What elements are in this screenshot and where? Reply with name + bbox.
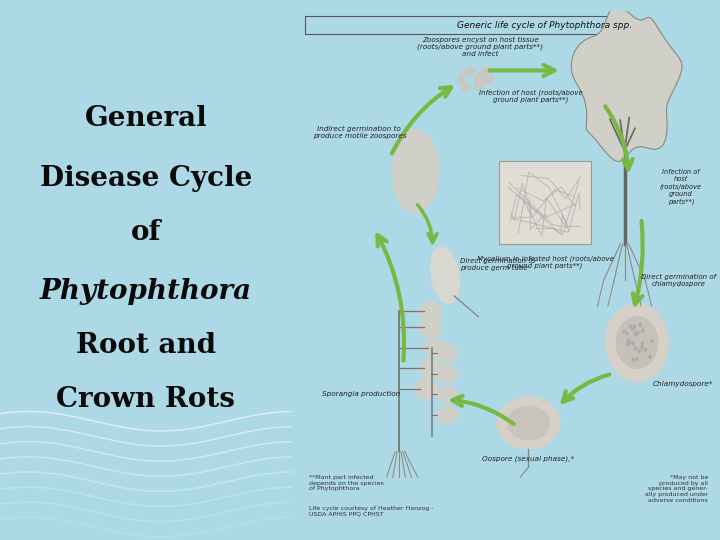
Ellipse shape bbox=[431, 247, 459, 303]
Text: Infection of
host
(roots/above
ground
parts**): Infection of host (roots/above ground pa… bbox=[660, 170, 702, 205]
Circle shape bbox=[641, 342, 644, 346]
Text: General: General bbox=[84, 105, 207, 132]
Circle shape bbox=[639, 323, 642, 327]
Polygon shape bbox=[571, 5, 682, 161]
Circle shape bbox=[636, 330, 639, 335]
Ellipse shape bbox=[508, 406, 549, 440]
Circle shape bbox=[634, 346, 637, 350]
Ellipse shape bbox=[419, 302, 442, 321]
Circle shape bbox=[616, 316, 658, 368]
Text: Mycelium in infested host (roots/above
ground plant parts**): Mycelium in infested host (roots/above g… bbox=[477, 255, 613, 269]
Circle shape bbox=[631, 327, 634, 332]
Circle shape bbox=[626, 342, 629, 347]
Circle shape bbox=[625, 331, 629, 335]
Text: Zoospores encyst on host tissue
(roots/above ground plant parts**)
and infect: Zoospores encyst on host tissue (roots/a… bbox=[418, 37, 544, 57]
Ellipse shape bbox=[436, 365, 457, 382]
Ellipse shape bbox=[481, 67, 490, 76]
Text: Disease Cycle: Disease Cycle bbox=[40, 165, 252, 192]
Ellipse shape bbox=[423, 338, 446, 357]
Text: Chlamydospore*: Chlamydospore* bbox=[653, 381, 714, 387]
Circle shape bbox=[606, 303, 668, 381]
Ellipse shape bbox=[419, 317, 442, 337]
Ellipse shape bbox=[466, 66, 474, 77]
Text: Phytophthora: Phytophthora bbox=[40, 278, 252, 305]
Text: Life cycle courtesy of Heather Hanzog -
USDA APHIS PPQ CPHST: Life cycle courtesy of Heather Hanzog - … bbox=[310, 506, 433, 517]
Circle shape bbox=[634, 332, 636, 336]
Circle shape bbox=[641, 328, 644, 333]
Circle shape bbox=[622, 329, 625, 334]
Ellipse shape bbox=[474, 73, 482, 83]
Text: Direct germination to
produce germ tube: Direct germination to produce germ tube bbox=[459, 258, 535, 272]
Ellipse shape bbox=[476, 81, 484, 91]
Ellipse shape bbox=[462, 83, 470, 91]
Circle shape bbox=[627, 339, 630, 343]
Ellipse shape bbox=[436, 386, 457, 403]
Text: Indirect germination to
produce motile zoospores: Indirect germination to produce motile z… bbox=[312, 126, 406, 139]
Text: of: of bbox=[130, 219, 161, 246]
Ellipse shape bbox=[457, 73, 466, 83]
Ellipse shape bbox=[436, 344, 457, 362]
Ellipse shape bbox=[419, 359, 442, 379]
Ellipse shape bbox=[485, 76, 493, 84]
Text: Crown Rots: Crown Rots bbox=[56, 386, 235, 413]
Text: Root and: Root and bbox=[76, 332, 216, 359]
Text: *May not be
produced by all
species and gener-
ally produced under
adverse condi: *May not be produced by all species and … bbox=[644, 475, 708, 503]
Ellipse shape bbox=[393, 130, 438, 213]
Ellipse shape bbox=[415, 380, 438, 399]
Text: Generic life cycle of Phytophthora spp.: Generic life cycle of Phytophthora spp. bbox=[457, 21, 633, 30]
Circle shape bbox=[644, 348, 647, 352]
Text: **Plant part infected
depends on the species
of Phytophthora: **Plant part infected depends on the spe… bbox=[310, 475, 384, 491]
Circle shape bbox=[629, 325, 632, 328]
Circle shape bbox=[628, 341, 631, 345]
Circle shape bbox=[640, 346, 644, 350]
Circle shape bbox=[636, 357, 639, 361]
Circle shape bbox=[638, 349, 641, 354]
FancyBboxPatch shape bbox=[499, 161, 591, 244]
Text: Sporangia production: Sporangia production bbox=[323, 392, 400, 397]
Circle shape bbox=[631, 357, 635, 362]
Text: Oospore (sexual phase),*: Oospore (sexual phase),* bbox=[482, 456, 575, 462]
Circle shape bbox=[633, 325, 636, 329]
Ellipse shape bbox=[498, 397, 560, 449]
Circle shape bbox=[634, 332, 637, 336]
Circle shape bbox=[626, 341, 629, 345]
Text: Infection of host (roots/above
ground plant parts**): Infection of host (roots/above ground pl… bbox=[479, 89, 582, 104]
Text: Direct germination of
chlamydospore: Direct germination of chlamydospore bbox=[642, 274, 716, 287]
Circle shape bbox=[651, 339, 654, 343]
Ellipse shape bbox=[436, 406, 457, 424]
Circle shape bbox=[649, 355, 652, 359]
Circle shape bbox=[631, 341, 634, 346]
